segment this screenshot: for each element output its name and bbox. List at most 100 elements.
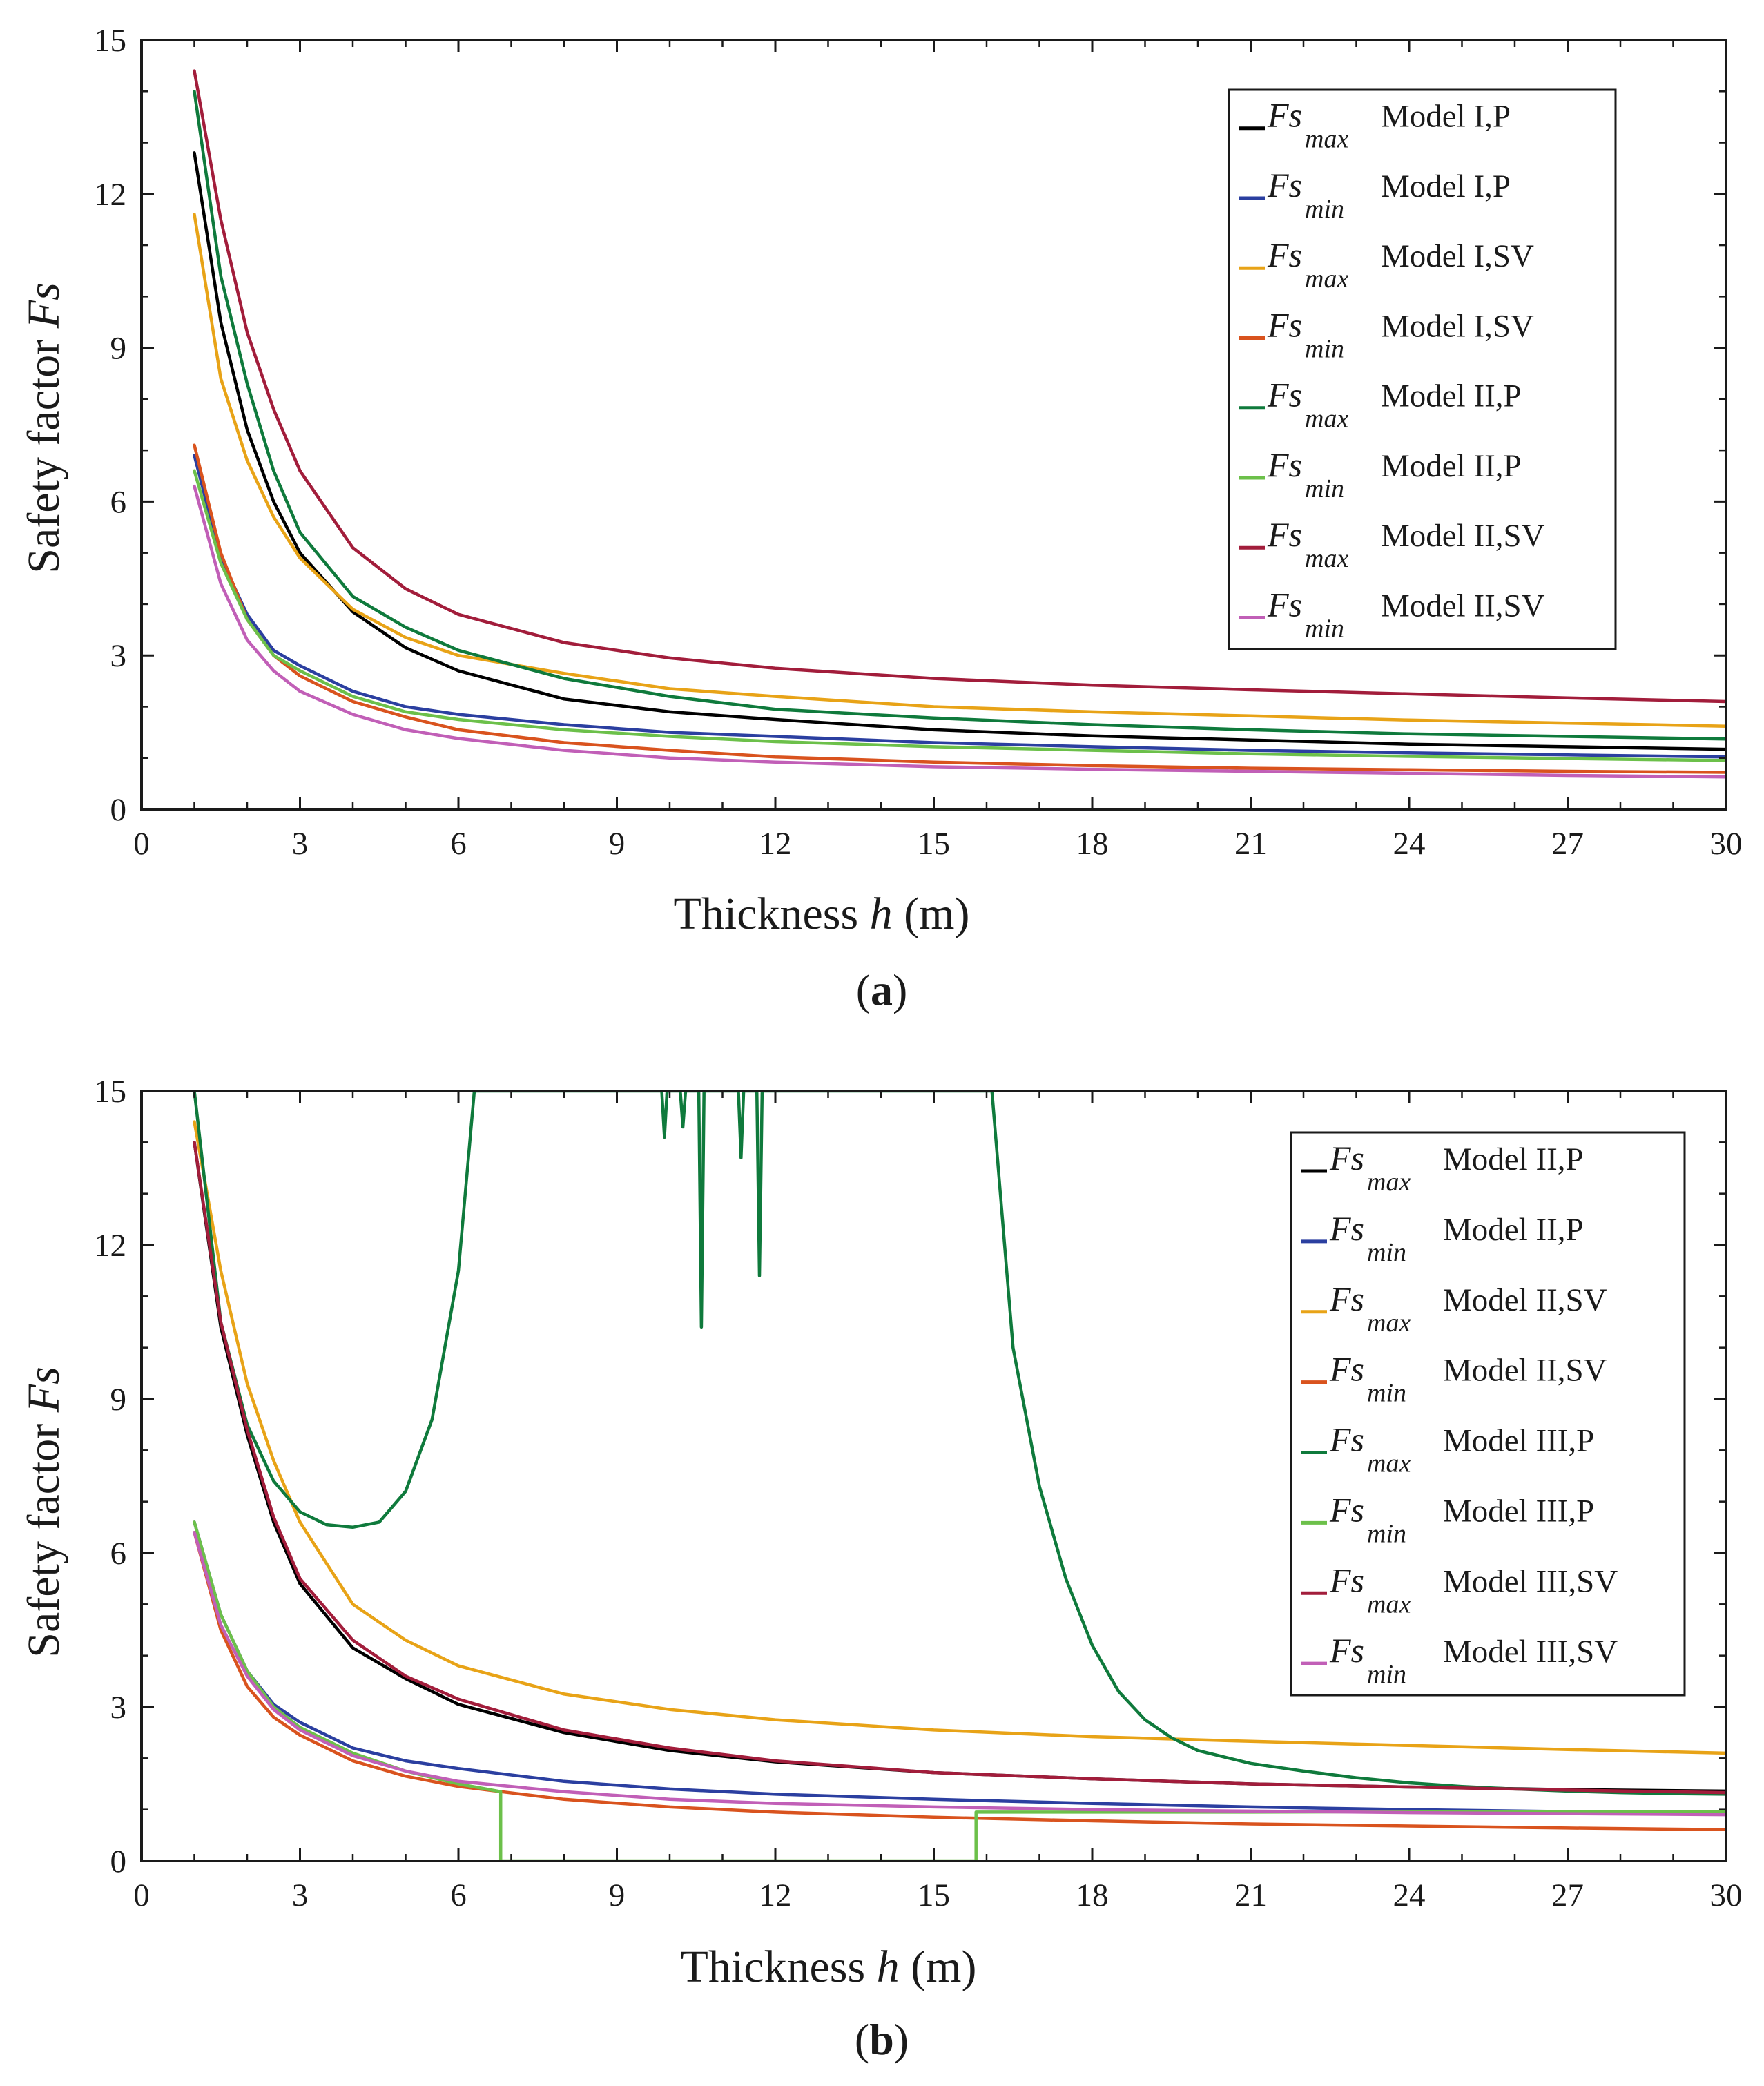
- x-tick-label-b: 30: [1710, 1877, 1743, 1913]
- x-tick-label-a: 9: [609, 826, 626, 862]
- legend-label-b-1: Model II,P: [1443, 1141, 1584, 1177]
- legend-sub-a-6: min: [1305, 474, 1344, 503]
- legend-fs-b-8: Fs: [1329, 1631, 1364, 1670]
- x-tick-label-a: 18: [1076, 826, 1109, 862]
- legend-fs-a-7: Fs: [1267, 515, 1302, 554]
- legend-fs-a-6: Fs: [1267, 445, 1302, 484]
- legend-label-b-5: Model III,P: [1443, 1423, 1594, 1459]
- legend-fs-a-2: Fs: [1267, 166, 1302, 204]
- legend-label-a-5: Model II,P: [1381, 378, 1522, 414]
- x-tick-label-b: 18: [1076, 1877, 1109, 1913]
- legend-sub-b-6: min: [1367, 1519, 1406, 1548]
- legend-fs-b-2: Fs: [1329, 1209, 1364, 1248]
- series-line-a-1: [193, 151, 1726, 751]
- legend-sub-b-3: max: [1367, 1308, 1411, 1337]
- legend-fs-b-5: Fs: [1329, 1420, 1364, 1459]
- legend-fs-b-6: Fs: [1329, 1490, 1364, 1529]
- legend-label-a-4: Model I,SV: [1381, 308, 1534, 344]
- legend-fs-a-3: Fs: [1267, 235, 1302, 274]
- series-line-a-8: [193, 484, 1726, 779]
- legend-sub-a-8: min: [1305, 614, 1344, 643]
- x-tick-label-a: 0: [133, 826, 150, 862]
- series-line-a-5: [193, 90, 1726, 741]
- legend-sub-a-2: min: [1305, 195, 1344, 224]
- legend-sub-a-1: max: [1305, 125, 1348, 154]
- x-tick-label-b: 24: [1393, 1877, 1426, 1913]
- legend-sub-b-1: max: [1367, 1168, 1411, 1197]
- x-tick-label-a: 15: [918, 826, 950, 862]
- x-tick-label-a: 6: [450, 826, 467, 862]
- x-tick-label-b: 15: [918, 1877, 950, 1913]
- y-tick-label-a: 6: [110, 484, 127, 520]
- x-tick-label-a: 24: [1393, 826, 1426, 862]
- legend-label-a-1: Model I,P: [1381, 99, 1511, 135]
- x-tick-label-b: 21: [1234, 1877, 1267, 1913]
- series-line-b-5: [193, 1091, 1726, 1796]
- legend-fs-b-1: Fs: [1329, 1139, 1364, 1177]
- legend-sub-a-4: min: [1305, 334, 1344, 363]
- legend-label-b-7: Model III,SV: [1443, 1563, 1618, 1599]
- y-tick-label-b: 3: [110, 1690, 127, 1726]
- legend-sub-b-8: min: [1367, 1660, 1406, 1689]
- legend-fs-a-8: Fs: [1267, 585, 1302, 624]
- y-axis-label-b: Safety factor Fs: [19, 1366, 69, 1658]
- x-tick-label-a: 3: [292, 826, 309, 862]
- legend-label-b-6: Model III,P: [1443, 1493, 1594, 1529]
- legend-fs-a-5: Fs: [1267, 376, 1302, 414]
- legend-sub-a-3: max: [1305, 264, 1348, 293]
- series-line-a-3: [193, 213, 1726, 728]
- series-line-a-2: [193, 454, 1726, 759]
- legend-sub-b-2: min: [1367, 1238, 1406, 1267]
- legend-fs-a-1: Fs: [1267, 96, 1302, 135]
- y-axis-label-a: Safety factor Fs: [19, 282, 69, 574]
- x-tick-label-a: 27: [1551, 826, 1584, 862]
- legend-box-a: [1228, 88, 1617, 650]
- legend-fs-b-7: Fs: [1329, 1561, 1364, 1599]
- legend-fs-a-4: Fs: [1267, 305, 1302, 344]
- legend-sub-b-7: max: [1367, 1590, 1411, 1619]
- y-tick-label-a: 12: [94, 177, 126, 213]
- y-tick-label-a: 15: [94, 23, 126, 59]
- legend-label-b-4: Model II,SV: [1443, 1353, 1607, 1389]
- legend-label-a-8: Model II,SV: [1381, 588, 1545, 624]
- series-line-a-7: [193, 69, 1726, 704]
- legend-sub-b-5: max: [1367, 1449, 1411, 1478]
- legend-sub-b-4: min: [1367, 1379, 1406, 1408]
- legend-label-a-3: Model I,SV: [1381, 238, 1534, 274]
- legend-label-a-6: Model II,P: [1381, 448, 1522, 484]
- x-tick-label-b: 9: [609, 1877, 626, 1913]
- legend-fs-b-3: Fs: [1329, 1279, 1364, 1318]
- series-line-a-6: [193, 469, 1726, 762]
- x-tick-label-b: 6: [450, 1877, 467, 1913]
- panel-label-b: (b): [855, 2015, 909, 2064]
- x-axis-label-a: Thickness h (m): [674, 889, 970, 939]
- legend-label-b-2: Model II,P: [1443, 1212, 1584, 1248]
- x-tick-label-b: 3: [292, 1877, 309, 1913]
- series-line-b-8: [193, 1531, 1726, 1817]
- y-tick-label-b: 6: [110, 1536, 127, 1572]
- series-line-b-7: [193, 1141, 1726, 1795]
- legend-fs-b-4: Fs: [1329, 1350, 1364, 1389]
- x-tick-label-a: 12: [759, 826, 792, 862]
- y-tick-label-a: 0: [110, 792, 127, 828]
- series-line-b-3: [193, 1120, 1726, 1755]
- series-line-b-4: [193, 1531, 1726, 1831]
- legend-label-b-8: Model III,SV: [1443, 1634, 1618, 1670]
- x-tick-label-b: 0: [133, 1877, 150, 1913]
- x-tick-label-a: 30: [1710, 826, 1743, 862]
- legend-label-a-2: Model I,P: [1381, 168, 1511, 204]
- legend-label-a-7: Model II,SV: [1381, 518, 1545, 554]
- legend-box-b: [1290, 1131, 1686, 1697]
- y-tick-label-b: 9: [110, 1382, 127, 1418]
- x-tick-label-b: 27: [1551, 1877, 1584, 1913]
- x-tick-label-a: 21: [1234, 826, 1267, 862]
- y-tick-label-b: 0: [110, 1844, 127, 1880]
- x-axis-label-b: Thickness h (m): [681, 1942, 977, 1992]
- legend-sub-a-7: max: [1305, 544, 1348, 573]
- y-tick-label-b: 12: [94, 1228, 126, 1264]
